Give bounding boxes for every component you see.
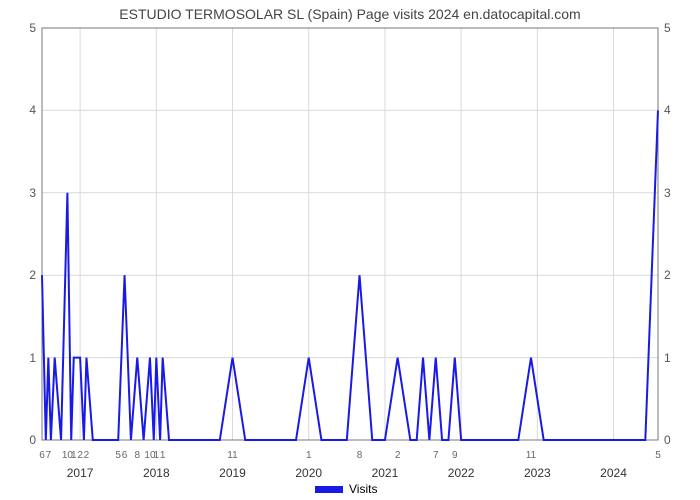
y-tick-left: 4	[16, 103, 36, 117]
x-major-tick: 2021	[372, 466, 399, 480]
x-minor-tick: 2	[77, 450, 83, 461]
y-tick-left: 0	[16, 433, 36, 447]
y-tick-right: 1	[664, 351, 684, 365]
x-minor-tick: 6	[122, 450, 128, 461]
x-major-tick: 2024	[600, 466, 627, 480]
legend-swatch	[315, 486, 343, 493]
x-minor-tick: 11	[227, 450, 237, 461]
x-minor-tick: 1	[71, 450, 77, 461]
x-minor-tick: 2	[84, 450, 90, 461]
x-minor-tick: 7	[46, 450, 52, 461]
y-tick-right: 3	[664, 186, 684, 200]
y-tick-right: 0	[664, 433, 684, 447]
x-major-tick: 2017	[67, 466, 94, 480]
x-major-tick: 2019	[219, 466, 246, 480]
x-major-tick: 2020	[295, 466, 322, 480]
x-minor-tick: 5	[655, 450, 661, 461]
x-major-tick: 2018	[143, 466, 170, 480]
chart-svg	[0, 0, 700, 500]
x-minor-tick: 1	[154, 450, 160, 461]
y-tick-right: 4	[664, 103, 684, 117]
x-minor-tick: 8	[134, 450, 140, 461]
x-minor-tick: 1	[306, 450, 312, 461]
y-tick-right: 5	[664, 21, 684, 35]
x-minor-tick: 7	[433, 450, 439, 461]
x-minor-tick: 11	[526, 450, 536, 461]
plot-border	[42, 28, 658, 440]
x-minor-tick: 1	[160, 450, 166, 461]
x-minor-tick: 2	[395, 450, 401, 461]
x-minor-tick: 6	[39, 450, 45, 461]
y-tick-left: 2	[16, 268, 36, 282]
x-minor-tick: 8	[357, 450, 363, 461]
y-tick-left: 5	[16, 21, 36, 35]
legend-label: Visits	[349, 482, 377, 496]
x-major-tick: 2023	[524, 466, 551, 480]
x-minor-tick: 5	[115, 450, 121, 461]
y-tick-left: 3	[16, 186, 36, 200]
x-major-tick: 2022	[448, 466, 475, 480]
legend: Visits	[315, 482, 377, 496]
x-minor-tick: 9	[452, 450, 458, 461]
grid	[42, 28, 658, 440]
y-tick-right: 2	[664, 268, 684, 282]
y-tick-left: 1	[16, 351, 36, 365]
